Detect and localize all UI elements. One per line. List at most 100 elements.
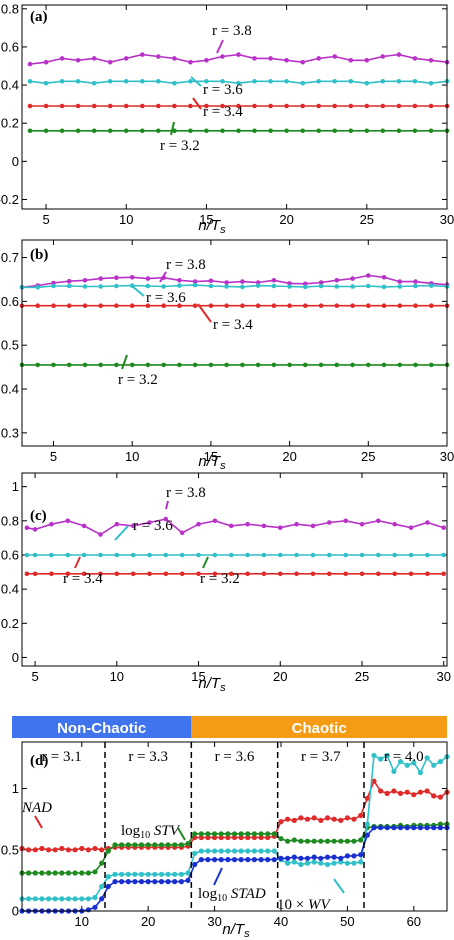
panel-3-series-3-point: [411, 825, 417, 831]
panel-0-series-0-point: [75, 58, 81, 63]
panel-1-series-3-point: [129, 362, 135, 368]
panel-1-series-1-point: [334, 284, 340, 289]
panel-3-series-2: [19, 752, 450, 902]
panel-0-series-3-point: [428, 128, 434, 134]
panel-2-y-tick-label: 0.8: [1, 513, 19, 528]
panel-3-series-0-point: [52, 847, 58, 853]
panel-2-series-2-point: [245, 571, 250, 577]
panel-3-series-3-point: [371, 825, 377, 831]
panel-0-series-2-point: [348, 103, 354, 109]
panel-3-series-0-point: [404, 789, 410, 795]
panel-1-series-3-point: [366, 362, 371, 368]
panel-2-series-2-point: [278, 571, 283, 577]
panel-3-series-2-point: [397, 759, 404, 765]
panel-0-series-0-point: [284, 58, 289, 63]
panel-3-series-1-point: [437, 821, 443, 827]
panel-2-series-0-point: [24, 525, 30, 530]
panel-3-series-1-point: [245, 831, 251, 837]
panel-3-series-0-point: [424, 788, 430, 794]
segment-label: r = 3.1: [42, 749, 82, 765]
panel-3-series-3-point: [99, 896, 105, 902]
panel-3-series-2-point: [225, 848, 231, 854]
panel-1-series-2-point: [334, 303, 340, 309]
panel-3-series-2-point: [105, 874, 111, 880]
panel-3-series-3-point: [331, 854, 337, 860]
panel-1-series-2-point: [303, 303, 308, 309]
panel-3-series-1-point: [331, 838, 337, 844]
panel-0-series-1-point: [364, 80, 370, 86]
panel-1-series-0-point: [350, 276, 355, 281]
panel-3-series-2-point: [258, 848, 264, 854]
panel-3-series-2-point: [231, 848, 238, 854]
segment-label: r = 3.6: [215, 749, 255, 765]
panel-a-x-axis-label: n/Ts: [198, 217, 226, 236]
panel-1-series-2-point: [287, 303, 292, 309]
panel-2-series-1-point: [163, 552, 169, 558]
panel-3-series-1-point: [99, 860, 105, 866]
panel-0-series-0-point: [91, 56, 97, 61]
panel-0-series-2-point: [284, 103, 289, 109]
panel-2-series-0-point: [408, 525, 414, 530]
panel-3-series-2-point: [271, 848, 277, 854]
panel-3-series-1-point: [218, 831, 224, 837]
panel-3-series-0-point: [344, 815, 350, 821]
panel-3-series-2-point: [311, 859, 317, 865]
panel-2-series-0-point: [212, 518, 218, 524]
panel-1-y-tick-label: 0.5: [1, 338, 19, 353]
panel-a-pointer-r34: [192, 97, 202, 110]
panel-3-series-1-point: [198, 831, 204, 837]
panel-1-series-1-point: [413, 283, 418, 289]
panel-3-series-2-point: [198, 848, 204, 854]
panel-3-series-3-point: [165, 879, 171, 885]
panel-0-series-3-point: [75, 128, 81, 134]
panel-3-series-1-point: [119, 842, 125, 848]
panel-3-series-1-point: [46, 870, 52, 876]
panel-1-series-2-point: [192, 303, 198, 309]
panel-3-series-0-point: [384, 790, 390, 797]
panel-2-series-2-point: [343, 571, 349, 577]
panel-2-series-0-point: [425, 520, 430, 525]
panel-3-series-2-point: [351, 860, 357, 866]
panel-3-series-3-point: [152, 879, 158, 885]
panel-1-series-2-point: [208, 303, 214, 309]
panel-3-series-2-point: [119, 871, 125, 877]
panel-3-series-2-point: [318, 860, 324, 866]
panel-0-series-2-point: [268, 103, 273, 109]
panel-1-series-1-point: [240, 284, 245, 290]
panel-1-series-1-point: [98, 284, 103, 289]
panel-3-series-2-point: [364, 821, 370, 827]
panel-0-series-0-point: [107, 59, 113, 65]
panel-3-series-2-point: [212, 848, 218, 854]
panel-1-series-3: [19, 362, 450, 368]
panel-1-series-1-point: [429, 283, 434, 288]
panel-1-series-0-point: [271, 278, 277, 283]
panel-b-pointer-r36: [131, 285, 145, 297]
panel-3-x-tick-label: 50: [340, 914, 354, 929]
panel-3-series-1-point: [351, 838, 357, 844]
panel-3-series-0-point: [32, 847, 38, 853]
panel-1-series-3-point: [51, 362, 56, 368]
panel-0-series-3-point: [204, 128, 209, 134]
panel-2-series-1-point: [130, 552, 136, 558]
panel-3-series-3-point: [304, 855, 311, 861]
panel-1-series-0-point: [240, 279, 245, 284]
panel-0-series-3-point: [268, 128, 273, 134]
panel-3-series-0-point: [72, 847, 78, 853]
panel-2-series-1-point: [32, 552, 38, 558]
panel-0-x-tick-label: 25: [360, 212, 374, 227]
panel-2-series-1-point: [114, 552, 120, 558]
panel-d-x-axis-label: n/Ts: [222, 921, 250, 940]
panel-0-series-1-point: [107, 79, 113, 84]
panel-0-series-0-point: [268, 56, 273, 61]
panel-3-series-3-point: [298, 855, 304, 861]
panel-2-series-2: [24, 571, 447, 577]
panel-3-series-0-point: [391, 788, 397, 794]
panel-1-x-tick-label: 10: [125, 449, 139, 464]
panel-0-x-tick-label: 30: [440, 212, 454, 227]
panel-3-series-0: [19, 778, 450, 853]
panel-0-series-2: [27, 103, 450, 109]
panel-2-series-0-point: [343, 518, 349, 524]
panel-2-series-0: [24, 516, 447, 537]
panel-0-series-3: [27, 128, 450, 134]
